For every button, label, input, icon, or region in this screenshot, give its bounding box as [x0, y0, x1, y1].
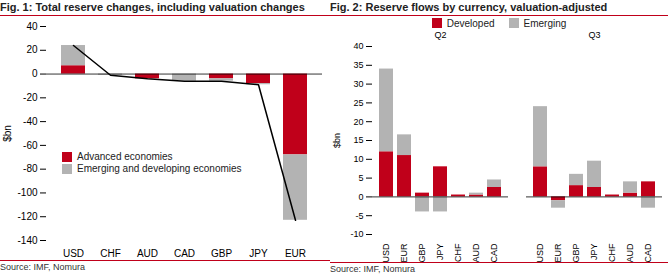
- svg-text:40: 40: [26, 21, 38, 32]
- svg-text:JPY: JPY: [435, 244, 445, 261]
- svg-text:CAD: CAD: [643, 243, 653, 262]
- svg-text:USD: USD: [381, 243, 391, 262]
- svg-text:-80: -80: [23, 163, 38, 174]
- svg-text:JPY: JPY: [589, 244, 599, 261]
- svg-text:5: 5: [358, 173, 363, 183]
- svg-text:-10: -10: [350, 229, 363, 239]
- svg-text:10: 10: [353, 154, 363, 164]
- svg-text:EUR: EUR: [285, 248, 306, 259]
- svg-text:CHF: CHF: [453, 243, 463, 262]
- svg-text:CHF: CHF: [607, 243, 617, 262]
- svg-text:JPY: JPY: [249, 248, 268, 259]
- svg-text:-5: -5: [355, 211, 363, 221]
- html-text:Developed: Developed: [446, 17, 495, 29]
- svg-text:0: 0: [358, 192, 363, 202]
- svg-text:AUD: AUD: [625, 243, 635, 262]
- svg-text:-40: -40: [23, 116, 38, 127]
- svg-text:USD: USD: [63, 248, 84, 259]
- svg-text:EUR: EUR: [399, 243, 409, 262]
- svg-text:-140: -140: [17, 235, 37, 246]
- svg-text:20: 20: [353, 117, 363, 127]
- svg-text:USD: USD: [535, 243, 545, 262]
- svg-text:CAD: CAD: [174, 248, 195, 259]
- svg-text:EUR: EUR: [553, 243, 563, 262]
- svg-text:40: 40: [353, 41, 363, 51]
- svg-text:30: 30: [353, 79, 363, 89]
- svg-text:GBP: GBP: [417, 244, 427, 263]
- html-text:Fig. 1: Total reserve changes,: Fig. 1: Total reserve changes, including…: [0, 1, 305, 13]
- svg-text:$bn: $bn: [332, 133, 342, 148]
- svg-text:CAD: CAD: [489, 243, 499, 262]
- svg-text:GBP: GBP: [211, 248, 232, 259]
- svg-text:15: 15: [353, 135, 363, 145]
- html-text:Emerging and developing econom: Emerging and developing economies: [77, 163, 242, 174]
- svg-text:20: 20: [26, 44, 38, 55]
- svg-text:0: 0: [32, 68, 38, 79]
- svg-text:-20: -20: [23, 92, 38, 103]
- svg-text:-60: -60: [23, 140, 38, 151]
- svg-text:Q3: Q3: [588, 30, 600, 40]
- svg-text:-100: -100: [17, 187, 37, 198]
- svg-text:$bn: $bn: [2, 125, 13, 142]
- html-text:Emerging: Emerging: [523, 17, 567, 29]
- svg-text:GBP: GBP: [571, 244, 581, 263]
- svg-text:CHF: CHF: [100, 248, 121, 259]
- html-text:Advanced economies: Advanced economies: [77, 151, 173, 162]
- html-text:Source: IMF, Nomura: Source: IMF, Nomura: [0, 262, 85, 272]
- html-text:Source: IMF, Nomura: Source: IMF, Nomura: [330, 264, 415, 274]
- svg-text:35: 35: [353, 60, 363, 70]
- svg-text:AUD: AUD: [471, 243, 481, 262]
- svg-text:Q2: Q2: [434, 30, 446, 40]
- svg-text:-120: -120: [17, 211, 37, 222]
- svg-text:AUD: AUD: [137, 248, 158, 259]
- svg-text:25: 25: [353, 98, 363, 108]
- html-text:Fig. 2: Reserve flows by curre: Fig. 2: Reserve flows by currency, valua…: [330, 1, 608, 13]
